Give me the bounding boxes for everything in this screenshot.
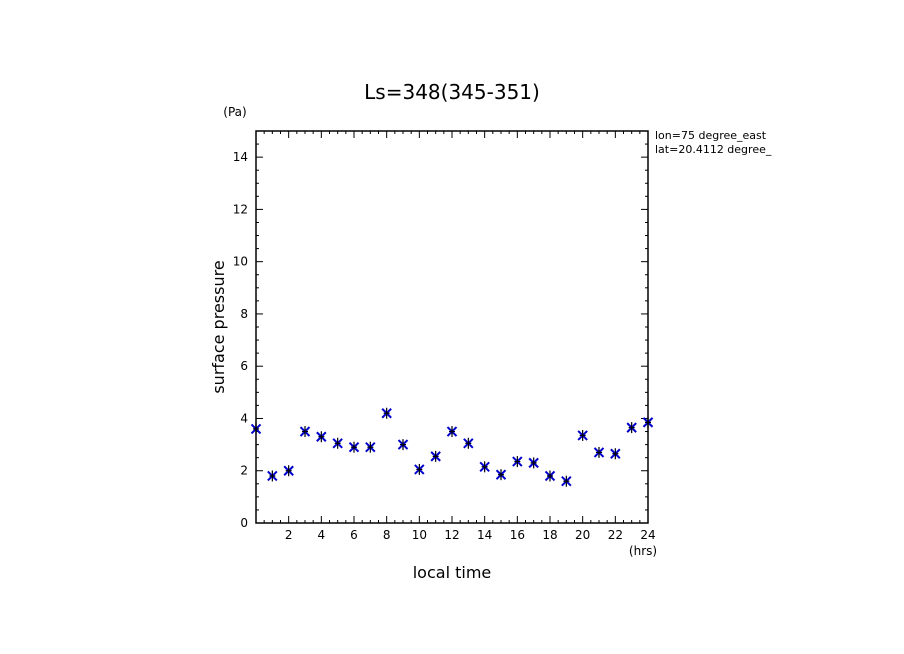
data-point (495, 469, 507, 481)
y-tick-label: 0 (240, 516, 248, 530)
data-point (528, 457, 539, 469)
data-point (267, 470, 278, 482)
x-axis-label: local time (413, 563, 492, 582)
chart-title: Ls=348(345-351) (364, 80, 540, 104)
x-tick-label: 12 (444, 528, 459, 542)
x-tick-label: 2 (285, 528, 293, 542)
y-tick-label: 10 (233, 255, 248, 269)
x-unit-label: (hrs) (629, 544, 657, 558)
data-point (544, 470, 556, 482)
y-tick-label: 14 (233, 150, 248, 164)
y-tick-label: 8 (240, 307, 248, 321)
data-point (446, 426, 458, 438)
data-point (397, 439, 409, 451)
x-tick-label: 22 (608, 528, 623, 542)
data-point (365, 441, 376, 453)
data-point (283, 465, 294, 477)
data-point (610, 448, 621, 460)
data-point (577, 429, 588, 441)
y-tick-label: 6 (240, 359, 248, 373)
x-tick-label: 16 (510, 528, 525, 542)
data-points (250, 407, 654, 487)
data-point (430, 450, 441, 462)
data-point (463, 437, 474, 449)
data-point (299, 426, 311, 438)
y-tick-label: 4 (240, 411, 248, 425)
x-tick-label: 10 (412, 528, 427, 542)
x-tick-label: 8 (383, 528, 391, 542)
x-tick-label: 14 (477, 528, 492, 542)
data-point (593, 446, 605, 458)
data-point (381, 407, 392, 419)
data-point (626, 422, 637, 434)
x-tick-label: 18 (542, 528, 557, 542)
data-point (479, 461, 490, 473)
data-point (414, 463, 425, 475)
data-point (561, 475, 572, 487)
data-point (512, 456, 523, 468)
x-tick-label: 24 (640, 528, 655, 542)
data-point (332, 437, 343, 449)
data-point (348, 441, 360, 453)
annotation-lon: lon=75 degree_east (655, 129, 767, 142)
plot-frame (255, 130, 649, 524)
x-tick-label: 6 (350, 528, 358, 542)
y-unit-label: (Pa) (223, 105, 246, 119)
x-tick-label: 20 (575, 528, 590, 542)
y-tick-label: 12 (233, 202, 248, 216)
annotation-lat: lat=20.4112 degree_ (655, 143, 772, 156)
axis-ticks (255, 130, 649, 524)
data-point (316, 431, 327, 443)
y-axis-label: surface pressure (209, 260, 228, 393)
x-tick-label: 4 (318, 528, 326, 542)
y-tick-label: 2 (240, 464, 248, 478)
